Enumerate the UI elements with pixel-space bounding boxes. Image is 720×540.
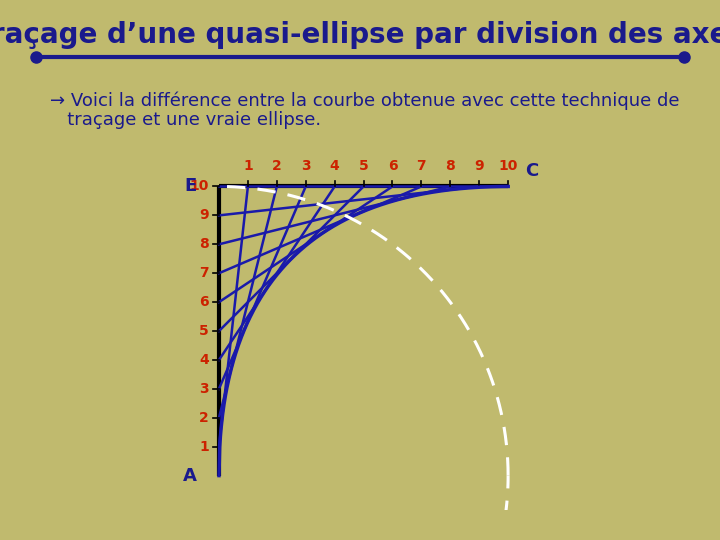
Text: E: E [184,178,196,195]
Text: 9: 9 [199,208,209,222]
Text: 7: 7 [417,159,426,173]
Text: 6: 6 [199,295,209,309]
Text: 7: 7 [199,266,209,280]
Text: C: C [526,161,539,180]
Text: 1: 1 [199,440,209,454]
Text: 3: 3 [301,159,310,173]
Text: 8: 8 [199,237,209,251]
Text: 5: 5 [199,324,209,338]
Text: 6: 6 [387,159,397,173]
Text: 2: 2 [199,411,209,425]
Text: Traçage d’une quasi-ellipse par division des axes: Traçage d’une quasi-ellipse par division… [0,21,720,49]
Text: traçage et une vraie ellipse.: traçage et une vraie ellipse. [50,111,322,129]
Text: 10: 10 [498,159,518,173]
Text: 1: 1 [243,159,253,173]
Text: 2: 2 [272,159,282,173]
Text: 8: 8 [446,159,455,173]
Text: 4: 4 [199,353,209,367]
Text: 10: 10 [189,179,209,193]
Text: 9: 9 [474,159,484,173]
Text: 5: 5 [359,159,369,173]
Text: A: A [183,467,197,484]
Text: 3: 3 [199,382,209,396]
Text: → Voici la différence entre la courbe obtenue avec cette technique de: → Voici la différence entre la courbe ob… [50,92,680,110]
Text: 4: 4 [330,159,340,173]
